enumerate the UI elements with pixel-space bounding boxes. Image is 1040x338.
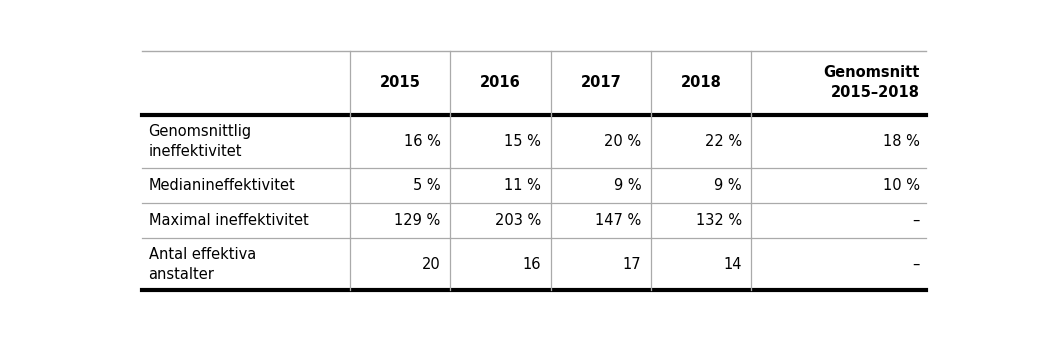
Text: 2017: 2017 bbox=[580, 75, 621, 90]
Text: 20 %: 20 % bbox=[604, 134, 642, 149]
Text: 9 %: 9 % bbox=[614, 178, 642, 193]
Text: 16 %: 16 % bbox=[404, 134, 441, 149]
Text: 5 %: 5 % bbox=[413, 178, 441, 193]
Text: Antal effektiva
anstalter: Antal effektiva anstalter bbox=[149, 247, 256, 282]
Text: 15 %: 15 % bbox=[504, 134, 541, 149]
Text: Genomsnitt
2015–2018: Genomsnitt 2015–2018 bbox=[824, 66, 920, 100]
Text: Medianineffektivitet: Medianineffektivitet bbox=[149, 178, 295, 193]
Text: 9 %: 9 % bbox=[714, 178, 742, 193]
Text: 22 %: 22 % bbox=[705, 134, 742, 149]
Text: 2016: 2016 bbox=[480, 75, 521, 90]
Text: 11 %: 11 % bbox=[504, 178, 541, 193]
Text: Maximal ineffektivitet: Maximal ineffektivitet bbox=[149, 213, 308, 228]
Text: 10 %: 10 % bbox=[883, 178, 920, 193]
Text: 129 %: 129 % bbox=[394, 213, 441, 228]
Text: 14: 14 bbox=[723, 257, 742, 272]
Text: 20: 20 bbox=[422, 257, 441, 272]
Text: 2018: 2018 bbox=[681, 75, 722, 90]
Text: Genomsnittlig
ineffektivitet: Genomsnittlig ineffektivitet bbox=[149, 124, 252, 159]
Text: 17: 17 bbox=[623, 257, 642, 272]
Text: –: – bbox=[912, 257, 920, 272]
Text: 18 %: 18 % bbox=[883, 134, 920, 149]
Text: 16: 16 bbox=[522, 257, 541, 272]
Text: 132 %: 132 % bbox=[696, 213, 742, 228]
Text: 203 %: 203 % bbox=[495, 213, 541, 228]
Text: 2015: 2015 bbox=[380, 75, 420, 90]
Text: –: – bbox=[912, 213, 920, 228]
Text: 147 %: 147 % bbox=[595, 213, 642, 228]
